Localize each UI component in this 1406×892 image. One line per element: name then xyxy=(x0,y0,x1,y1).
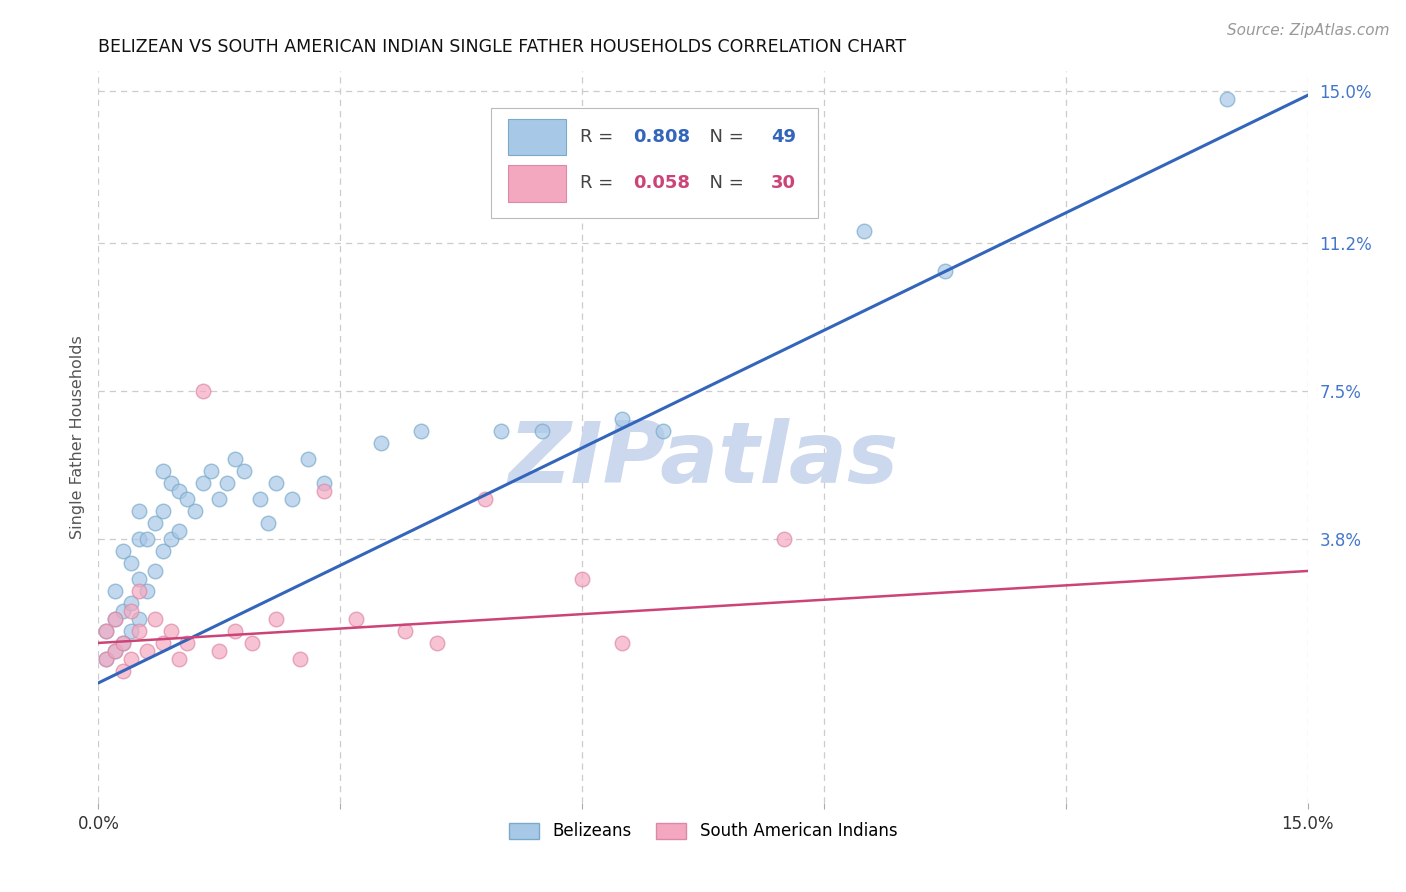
Point xyxy=(208,491,231,506)
Point xyxy=(160,532,183,546)
Point xyxy=(152,544,174,558)
Point xyxy=(426,636,449,650)
Point xyxy=(224,624,246,638)
Point xyxy=(370,436,392,450)
Text: BELIZEAN VS SOUTH AMERICAN INDIAN SINGLE FATHER HOUSEHOLDS CORRELATION CHART: BELIZEAN VS SOUTH AMERICAN INDIAN SINGLE… xyxy=(98,38,907,56)
Point xyxy=(143,612,166,626)
Point xyxy=(152,464,174,478)
Point xyxy=(288,652,311,666)
Text: 49: 49 xyxy=(770,128,796,146)
Point xyxy=(176,636,198,650)
Point xyxy=(143,564,166,578)
Point xyxy=(394,624,416,638)
Point xyxy=(530,424,553,438)
Point xyxy=(167,524,190,538)
Text: 30: 30 xyxy=(770,174,796,193)
Point xyxy=(264,612,287,626)
Point xyxy=(240,636,263,650)
Point xyxy=(281,491,304,506)
Point xyxy=(135,532,157,546)
Point xyxy=(120,556,142,570)
Point xyxy=(344,612,367,626)
Text: N =: N = xyxy=(699,128,749,146)
Point xyxy=(128,504,150,518)
Point xyxy=(128,572,150,586)
FancyBboxPatch shape xyxy=(509,165,567,202)
Point xyxy=(103,644,125,658)
Point xyxy=(111,664,134,678)
Point xyxy=(176,491,198,506)
Point xyxy=(853,224,876,238)
Point xyxy=(208,644,231,658)
Point xyxy=(103,644,125,658)
FancyBboxPatch shape xyxy=(509,119,567,155)
Point xyxy=(111,544,134,558)
Text: Source: ZipAtlas.com: Source: ZipAtlas.com xyxy=(1226,23,1389,38)
Y-axis label: Single Father Households: Single Father Households xyxy=(69,335,84,539)
Point xyxy=(256,516,278,530)
Point xyxy=(111,636,134,650)
Point xyxy=(152,636,174,650)
Point xyxy=(1216,92,1239,106)
Point xyxy=(111,636,134,650)
Point xyxy=(224,452,246,467)
Point xyxy=(297,452,319,467)
Point xyxy=(103,584,125,599)
Text: R =: R = xyxy=(579,128,619,146)
Point xyxy=(143,516,166,530)
Point xyxy=(103,612,125,626)
Point xyxy=(167,483,190,498)
Point xyxy=(160,476,183,491)
Point xyxy=(135,644,157,658)
Text: R =: R = xyxy=(579,174,619,193)
Point xyxy=(264,476,287,491)
Point xyxy=(128,612,150,626)
Point xyxy=(128,532,150,546)
Point xyxy=(96,624,118,638)
FancyBboxPatch shape xyxy=(492,108,818,218)
Point xyxy=(474,491,496,506)
Point xyxy=(120,652,142,666)
Point xyxy=(103,612,125,626)
Point xyxy=(200,464,222,478)
Point xyxy=(96,652,118,666)
Text: N =: N = xyxy=(699,174,749,193)
Point xyxy=(491,424,513,438)
Point xyxy=(772,532,794,546)
Point xyxy=(111,604,134,618)
Point xyxy=(651,424,673,438)
Point xyxy=(934,264,956,278)
Point xyxy=(96,652,118,666)
Point xyxy=(314,483,336,498)
Text: 0.058: 0.058 xyxy=(633,174,690,193)
Point xyxy=(128,624,150,638)
Point xyxy=(249,491,271,506)
Point xyxy=(120,596,142,610)
Text: ZIPatlas: ZIPatlas xyxy=(508,417,898,500)
Point xyxy=(571,572,593,586)
Point xyxy=(612,412,634,426)
Text: 0.808: 0.808 xyxy=(633,128,690,146)
Point xyxy=(232,464,254,478)
Point xyxy=(217,476,239,491)
Point xyxy=(409,424,432,438)
Point xyxy=(135,584,157,599)
Point xyxy=(193,476,215,491)
Point xyxy=(612,636,634,650)
Point xyxy=(184,504,207,518)
Point xyxy=(160,624,183,638)
Point xyxy=(120,604,142,618)
Legend: Belizeans, South American Indians: Belizeans, South American Indians xyxy=(502,816,904,847)
Point xyxy=(193,384,215,398)
Point xyxy=(128,584,150,599)
Point xyxy=(152,504,174,518)
Point xyxy=(120,624,142,638)
Point xyxy=(314,476,336,491)
Point xyxy=(167,652,190,666)
Point xyxy=(96,624,118,638)
